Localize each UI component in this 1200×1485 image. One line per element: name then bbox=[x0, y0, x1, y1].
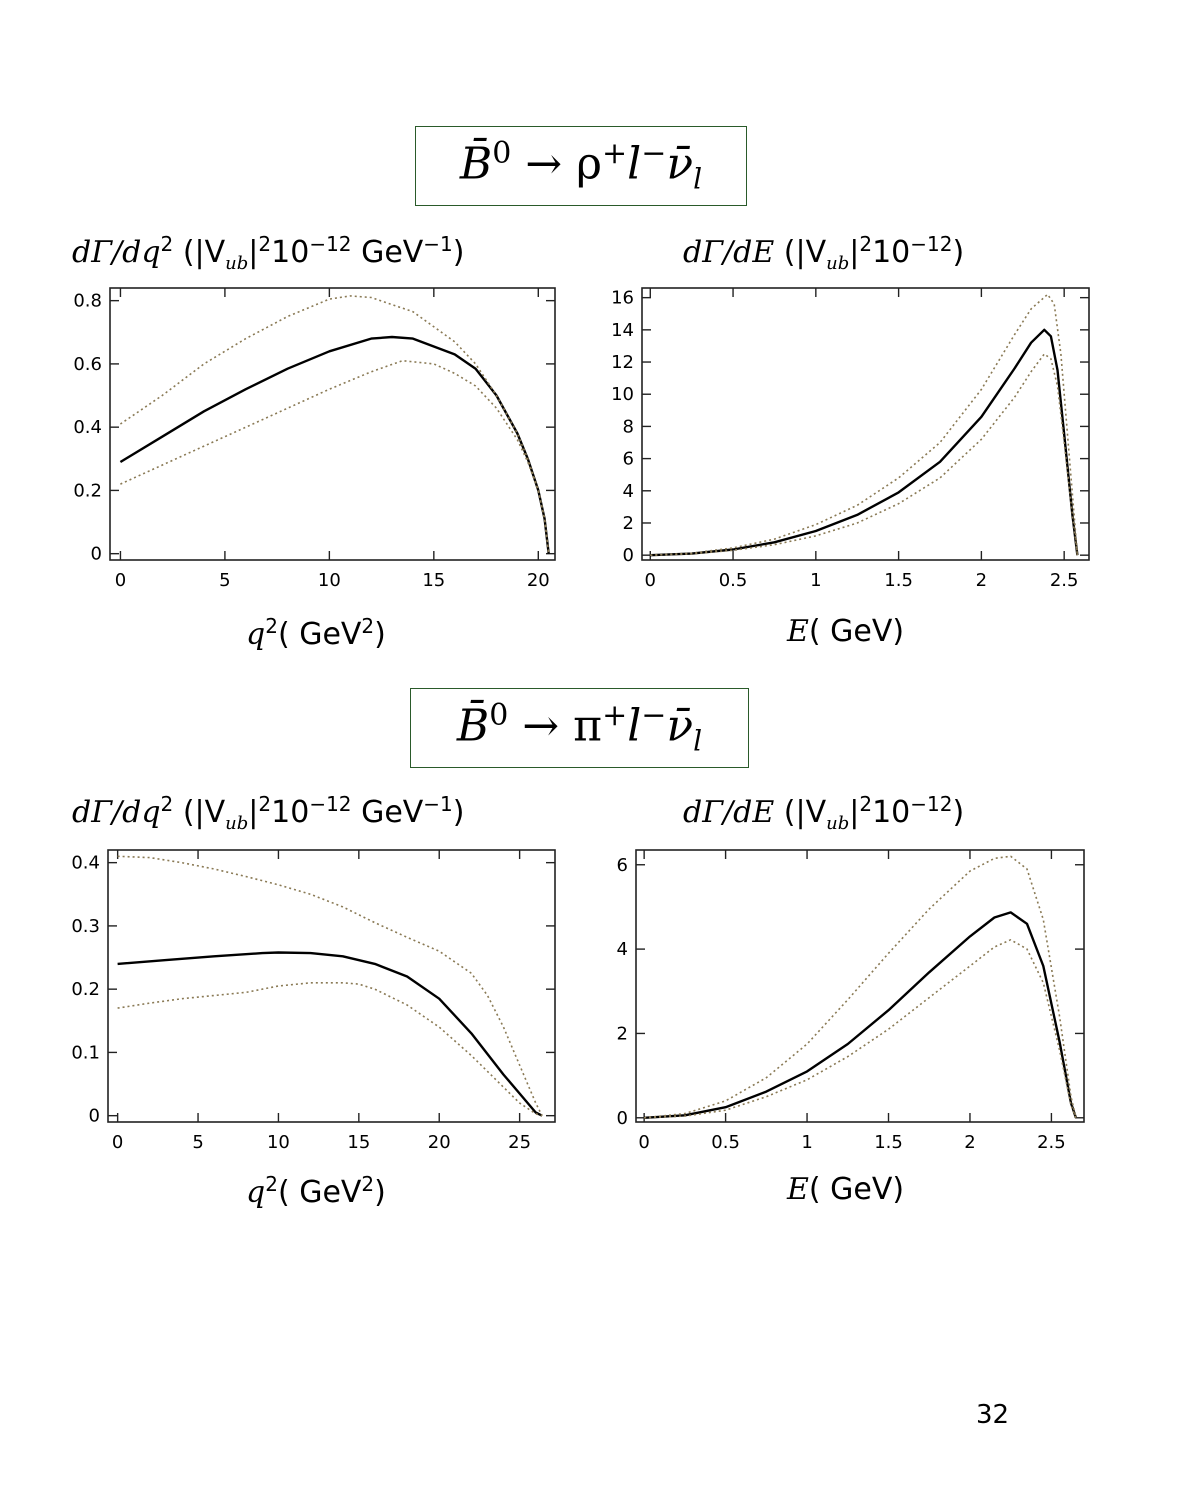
x-tick-label: 0 bbox=[645, 570, 656, 591]
y-tick-label: 2 bbox=[623, 513, 634, 534]
y-tick-label: 0.2 bbox=[73, 480, 102, 501]
x-tick-label: 0 bbox=[112, 1132, 123, 1153]
rho-e-xlabel: E( GeV) bbox=[787, 614, 905, 649]
pi-e-xlabel: E( GeV) bbox=[787, 1172, 905, 1207]
x-tick-label: 10 bbox=[267, 1132, 290, 1153]
x-tick-label: 1 bbox=[810, 570, 821, 591]
y-tick-label: 0.6 bbox=[73, 354, 102, 375]
pi-decay-title: B̄0 → π+l−ν̄l bbox=[456, 698, 703, 758]
rho-e-panel-title: dΓ/dE (|Vub|210−12) bbox=[683, 232, 965, 274]
x-tick-label: 0.5 bbox=[711, 1132, 740, 1153]
y-tick-label: 0.4 bbox=[73, 417, 102, 438]
x-tick-label: 20 bbox=[428, 1132, 451, 1153]
central-curve bbox=[119, 335, 550, 554]
x-tick-label: 0.5 bbox=[719, 570, 748, 591]
rho-decay-title: B̄0 → ρ+l−ν̄l bbox=[459, 136, 703, 196]
x-tick-label: 1.5 bbox=[884, 570, 913, 591]
y-tick-label: 0.3 bbox=[71, 916, 100, 937]
x-tick-label: 15 bbox=[422, 570, 445, 591]
rho-decay-title-box: B̄0 → ρ+l−ν̄l bbox=[415, 126, 747, 206]
x-tick-label: 10 bbox=[318, 570, 341, 591]
y-tick-label: 10 bbox=[611, 384, 634, 405]
pi-q2-xlabel: q2( GeV2) bbox=[246, 1172, 386, 1210]
x-tick-label: 1 bbox=[801, 1132, 812, 1153]
y-tick-label: 6 bbox=[617, 855, 628, 876]
y-tick-label: 4 bbox=[617, 939, 628, 960]
x-tick-label: 2 bbox=[964, 1132, 975, 1153]
y-tick-label: 8 bbox=[623, 416, 634, 437]
x-tick-label: 2.5 bbox=[1037, 1132, 1066, 1153]
y-tick-label: 16 bbox=[611, 288, 634, 309]
y-tick-label: 0.8 bbox=[73, 291, 102, 312]
upper-band-curve bbox=[119, 295, 550, 554]
pi-e-panel-title: dΓ/dE (|Vub|210−12) bbox=[683, 792, 965, 834]
y-tick-label: 0.2 bbox=[71, 979, 100, 1000]
y-tick-label: 0 bbox=[91, 544, 102, 565]
central-curve bbox=[117, 951, 543, 1117]
lower-band-curve bbox=[644, 938, 1077, 1119]
x-tick-label: 25 bbox=[508, 1132, 531, 1153]
y-tick-label: 0.1 bbox=[71, 1042, 100, 1063]
rho-q2-xlabel: q2( GeV2) bbox=[246, 614, 386, 652]
y-tick-label: 6 bbox=[623, 449, 634, 470]
y-tick-label: 0.4 bbox=[71, 853, 100, 874]
lower-band-curve bbox=[650, 353, 1079, 556]
x-tick-label: 2.5 bbox=[1050, 570, 1079, 591]
y-tick-label: 4 bbox=[623, 481, 634, 502]
upper-band-curve bbox=[644, 855, 1077, 1119]
rho-q2-panel-title: dΓ/dq2 (|Vub|210−12 GeV−1) bbox=[72, 232, 465, 274]
x-tick-label: 2 bbox=[976, 570, 987, 591]
x-tick-label: 20 bbox=[527, 570, 550, 591]
x-tick-label: 1.5 bbox=[874, 1132, 903, 1153]
pi-q2-panel-title: dΓ/dq2 (|Vub|210−12 GeV−1) bbox=[72, 792, 465, 834]
plot-frame bbox=[641, 287, 1090, 561]
x-tick-label: 5 bbox=[219, 570, 230, 591]
y-tick-label: 0 bbox=[617, 1108, 628, 1129]
x-tick-label: 0 bbox=[115, 570, 126, 591]
upper-band-curve bbox=[117, 855, 543, 1117]
y-tick-label: 12 bbox=[611, 352, 634, 373]
central-curve bbox=[644, 911, 1078, 1119]
plot-frame bbox=[107, 849, 556, 1123]
plot-frame bbox=[109, 287, 556, 561]
page-number: 32 bbox=[976, 1400, 1010, 1430]
y-tick-label: 0 bbox=[623, 545, 634, 566]
x-tick-label: 5 bbox=[192, 1132, 203, 1153]
lower-band-curve bbox=[117, 981, 543, 1117]
upper-band-curve bbox=[650, 293, 1079, 556]
y-tick-label: 0 bbox=[89, 1106, 100, 1127]
y-tick-label: 14 bbox=[611, 320, 634, 341]
plot-frame bbox=[635, 849, 1085, 1123]
central-curve bbox=[650, 328, 1079, 557]
x-tick-label: 15 bbox=[347, 1132, 370, 1153]
pi-decay-title-box: B̄0 → π+l−ν̄l bbox=[410, 688, 749, 768]
x-tick-label: 0 bbox=[638, 1132, 649, 1153]
y-tick-label: 2 bbox=[617, 1023, 628, 1044]
